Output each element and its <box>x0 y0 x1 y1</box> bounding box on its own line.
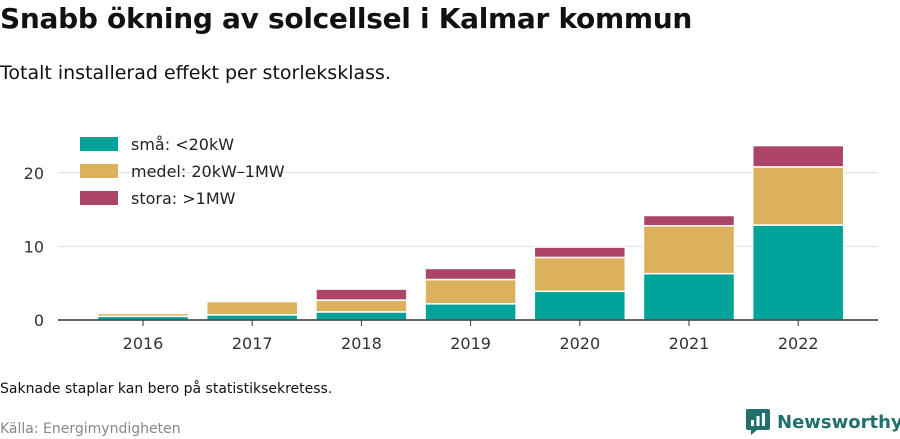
bar-segment <box>751 166 845 226</box>
chart-title: Snabb ökning av solcellsel i Kalmar komm… <box>0 2 693 35</box>
bar-segment <box>751 224 845 321</box>
legend-swatch <box>80 137 118 151</box>
bar-segment <box>424 303 517 321</box>
x-tick-label: 2022 <box>778 334 819 353</box>
x-tick-label: 2020 <box>559 334 600 353</box>
bar-segment <box>205 300 299 316</box>
chart-subtitle: Totalt installerad effekt per storlekskl… <box>0 62 391 84</box>
bar-segment <box>315 311 408 321</box>
x-tick-label: 2018 <box>341 334 382 353</box>
bar-segment <box>533 256 627 293</box>
source-label: Källa: Energimyndigheten <box>0 421 181 437</box>
bar-segment <box>315 288 408 301</box>
y-tick-label: 20 <box>24 164 44 183</box>
y-tick-label: 0 <box>34 311 44 330</box>
x-tick-label: 2019 <box>450 334 491 353</box>
brand-name: Newsworthy <box>777 411 900 433</box>
legend-label: medel: 20kW–1MW <box>131 162 285 181</box>
x-tick-label: 2017 <box>232 334 273 353</box>
x-tick-label: 2016 <box>123 334 164 353</box>
bar-segment <box>205 314 299 321</box>
bar-segment <box>424 267 517 281</box>
bar-segment <box>642 214 736 227</box>
bar-segment <box>424 278 517 305</box>
newsworthy-icon <box>746 409 770 435</box>
bar-segment <box>96 312 190 318</box>
stacked-bar-chart: 0 10 20 2016 2017 2018 2019 2020 2021 2022 små: <2… <box>24 135 878 353</box>
legend-label: små: <20kW <box>131 135 234 154</box>
newsworthy-logo: Newsworthy <box>745 407 900 437</box>
bar-segment <box>533 290 627 321</box>
legend-swatch <box>80 164 118 178</box>
x-tick-label: 2021 <box>669 334 710 353</box>
bar-segment <box>642 272 736 321</box>
legend-label: stora: >1MW <box>131 189 236 208</box>
bar-segment <box>315 299 408 313</box>
y-tick-label: 10 <box>24 237 44 256</box>
bar-segment <box>751 144 845 168</box>
bar-segment <box>642 225 736 275</box>
legend-swatch <box>80 191 118 205</box>
footnote: Saknade staplar kan bero på statistiksek… <box>0 381 333 397</box>
bar-segment <box>533 246 627 259</box>
